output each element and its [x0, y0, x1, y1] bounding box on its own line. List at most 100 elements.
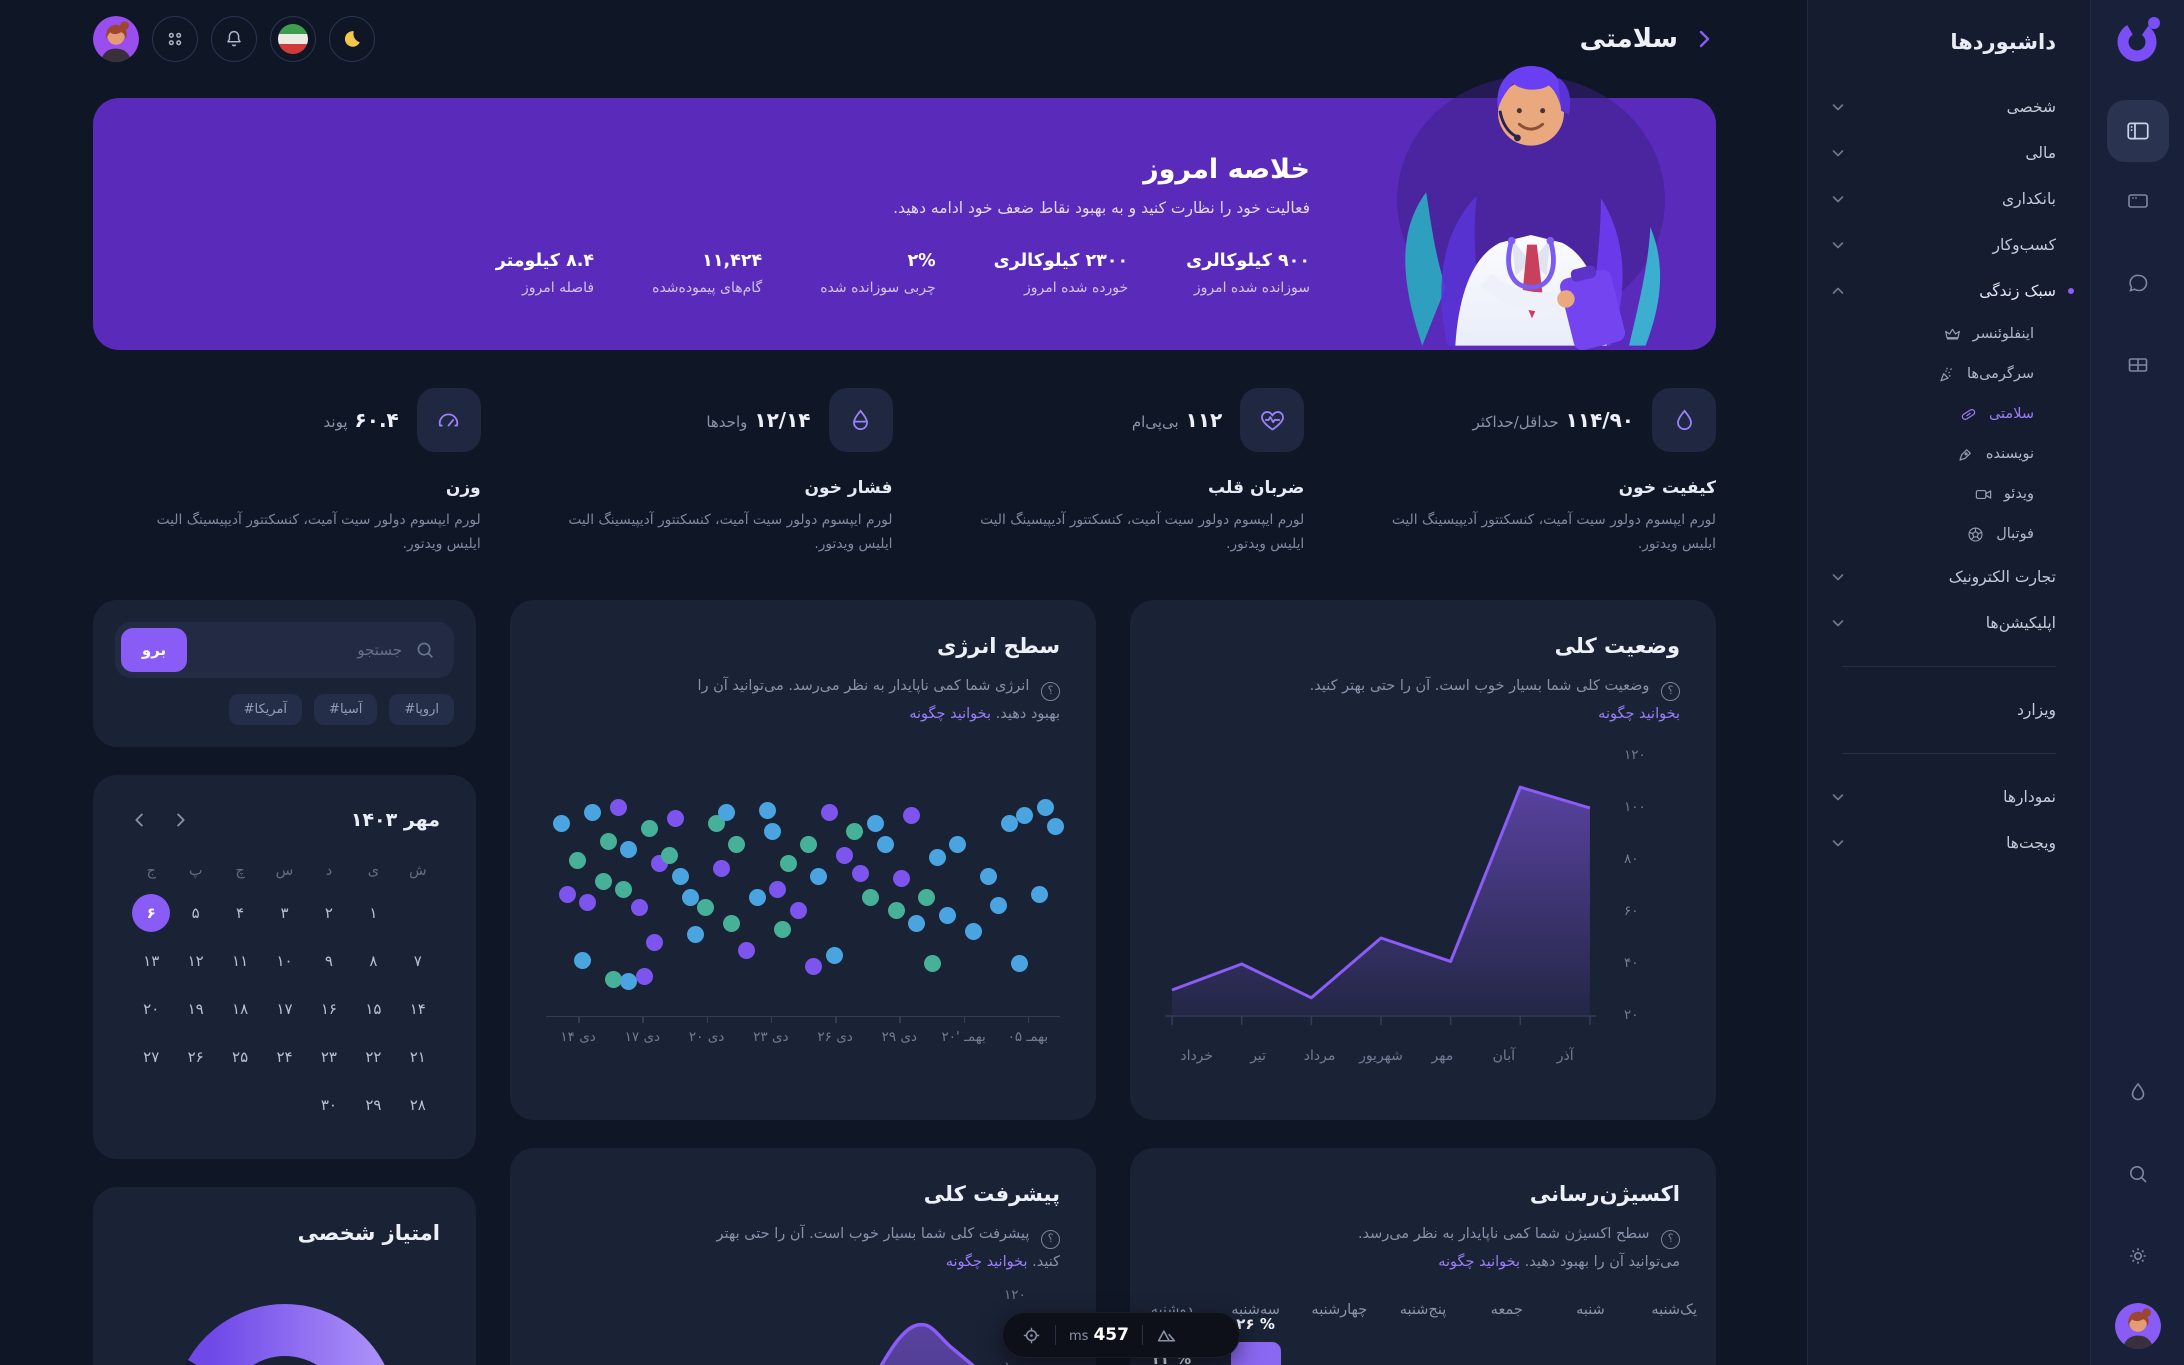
apps-grid-icon[interactable] — [152, 16, 198, 62]
calendar-day[interactable]: ۱۴ — [409, 1000, 426, 1019]
calendar-day[interactable]: ۷ — [413, 952, 422, 971]
bar-day-label: شنبه — [1576, 1301, 1605, 1318]
banner-stat-label: گام‌های پیموده‌شده — [652, 280, 763, 296]
sidebar-group-item[interactable]: سبک زندگی — [1808, 268, 2090, 314]
sidebar-group-item[interactable]: کسب‌وکار — [1808, 222, 2090, 268]
calendar-day[interactable]: ۱ — [369, 904, 378, 923]
go-button[interactable]: برو — [121, 628, 187, 673]
settings-gear-icon[interactable] — [2117, 1235, 2159, 1277]
progress-chart-wrap: ۱۲۰ ۱۰۰ — [546, 1284, 1060, 1365]
calendar-day[interactable]: ۲۶ — [187, 1048, 204, 1067]
table-grid-icon[interactable] — [2117, 344, 2159, 386]
chevron-down-icon — [1830, 237, 1846, 253]
calendar-day[interactable]: ۱۶ — [320, 1000, 337, 1019]
chat-icon[interactable] — [2117, 262, 2159, 304]
dark-mode-moon-icon[interactable] — [329, 16, 375, 62]
scatter-dot — [671, 867, 689, 885]
calendar-day[interactable]: ۹ — [324, 952, 333, 971]
rail-avatar[interactable] — [2114, 1303, 2161, 1349]
calendar-day[interactable]: ۲۲ — [365, 1048, 382, 1067]
layout-sidebar-icon[interactable] — [2106, 100, 2169, 162]
card-overall: وضعیت کلی وضعیت کلی شما بسیار خوب است. آ… — [1130, 600, 1716, 1121]
egg-icon[interactable] — [2117, 1071, 2159, 1113]
scatter-dot — [717, 804, 735, 822]
sidebar-item-label: ویدئو — [2003, 486, 2034, 502]
read-how-link[interactable]: بخوانید چگونه — [945, 1253, 1028, 1270]
sidebar-item-label: فوتبال — [1996, 526, 2034, 542]
calendar-day[interactable]: ۱۷ — [276, 1000, 293, 1019]
calendar-month: مهر ۱۴۰۳ — [350, 809, 440, 832]
chevron-right-icon[interactable] — [1692, 27, 1716, 51]
scatter-dot — [990, 896, 1008, 914]
calendar-day[interactable]: ۱۹ — [187, 1000, 204, 1019]
sidebar-item-party[interactable]: سرگرمی‌ها — [1808, 354, 2090, 394]
sidebar-item-video[interactable]: ویدئو — [1808, 474, 2090, 514]
user-avatar[interactable] — [93, 16, 139, 62]
weekday-label: س — [275, 863, 294, 880]
sidebar-group-item[interactable]: مالی — [1808, 130, 2090, 176]
sidebar-group-item[interactable]: ویجت‌ها — [1808, 820, 2090, 866]
notifications-bell-icon[interactable] — [211, 16, 257, 62]
calendar-day[interactable]: ۴ — [236, 904, 245, 923]
stat-desc: لورم ایپسوم دولور سیت آمیت، کنسکتتور آدی… — [156, 512, 481, 553]
search-icon[interactable] — [2117, 1153, 2159, 1195]
stat-head: ۱۲/۱۴واحدها — [505, 388, 893, 452]
sidebar-item-football[interactable]: فوتبال — [1808, 514, 2090, 554]
sidebar-group-item[interactable]: ویزارد — [1808, 687, 2090, 733]
bar-day-label: یک‌شنبه — [1651, 1301, 1698, 1318]
calendar-day[interactable]: ۲۰ — [143, 1000, 160, 1019]
calendar-day[interactable]: ۳ — [280, 904, 289, 923]
calendar-day-empty — [262, 1085, 306, 1125]
calendar-day[interactable]: ۲ — [324, 904, 333, 923]
calendar-day[interactable]: ۲۴ — [276, 1048, 293, 1067]
weekday-label: ج — [146, 863, 156, 880]
app-logo-icon[interactable] — [2112, 14, 2164, 66]
ms-value: 457 — [1093, 1325, 1129, 1345]
read-how-link[interactable]: بخوانید چگونه — [1438, 1253, 1521, 1270]
calendar-prev-icon[interactable] — [129, 809, 151, 831]
sidebar-group-item[interactable]: بانکداری — [1808, 176, 2090, 222]
window-icon[interactable] — [2117, 180, 2159, 222]
read-how-link[interactable]: بخوانید چگونه — [909, 705, 992, 722]
sidebar-group-item[interactable]: تجارت الکترونیک — [1808, 554, 2090, 600]
calendar-day[interactable]: ۲۳ — [320, 1048, 337, 1067]
crosshair-icon[interactable] — [1021, 1325, 1042, 1346]
calendar-day[interactable]: ۲۹ — [365, 1096, 382, 1115]
stat-value: ۱۱۴/۹۰حداقل/حداکثر — [1472, 408, 1635, 432]
calendar-day[interactable]: ۱۳ — [143, 952, 160, 971]
calendar-day[interactable]: ۱۰ — [276, 952, 293, 971]
calendar-day[interactable]: ۱۲ — [187, 952, 204, 971]
calendar-day[interactable]: ۱۸ — [232, 1000, 249, 1019]
y-axis-label: ۱۲۰ — [1624, 746, 1646, 763]
sidebar-group-item[interactable]: نمودارها — [1808, 774, 2090, 820]
calendar-next-icon[interactable] — [169, 809, 191, 831]
sidebar-group-item[interactable]: شخصی — [1808, 84, 2090, 130]
calendar-day[interactable]: ۱۱ — [232, 952, 249, 971]
scatter-dot — [553, 814, 571, 832]
calendar-day[interactable]: ۲۱ — [409, 1048, 426, 1067]
scatter-dot — [615, 880, 633, 898]
calendar-nav — [129, 809, 191, 831]
y-axis-labels: ۱۲۰ ۱۰۰ — [976, 1284, 1060, 1365]
banner-stat-value: ۲% — [907, 251, 936, 271]
sidebar-group-item[interactable]: اپلیکیشن‌ها — [1808, 600, 2090, 646]
calendar-day[interactable]: ۵ — [191, 904, 200, 923]
sidebar-item-crown[interactable]: اینفلوئنسر — [1808, 314, 2090, 354]
read-how-link[interactable]: بخوانید چگونه — [1598, 705, 1680, 722]
sidebar-item-pen[interactable]: نویسنده — [1808, 434, 2090, 474]
calendar-day[interactable]: ۸ — [369, 952, 378, 971]
calendar-day[interactable]: ۲۵ — [232, 1048, 249, 1067]
search-tag[interactable]: #اروپا — [389, 694, 454, 726]
scatter-dot — [573, 952, 591, 970]
calendar-day[interactable]: ۶ — [129, 893, 173, 933]
calendar-day[interactable]: ۱۵ — [365, 1000, 382, 1019]
sidebar-item-pill[interactable]: سلامتی — [1808, 394, 2090, 434]
mountains-logo-icon[interactable] — [1156, 1325, 1177, 1346]
calendar-day[interactable]: ۳۰ — [320, 1096, 337, 1115]
calendar-day[interactable]: ۲۸ — [409, 1096, 426, 1115]
scatter-dot — [759, 801, 777, 819]
calendar-day[interactable]: ۲۷ — [143, 1048, 160, 1067]
search-tag[interactable]: #آمریکا — [228, 694, 303, 726]
search-tag[interactable]: #آسیا — [314, 694, 378, 726]
language-flag-icon[interactable] — [270, 16, 316, 62]
